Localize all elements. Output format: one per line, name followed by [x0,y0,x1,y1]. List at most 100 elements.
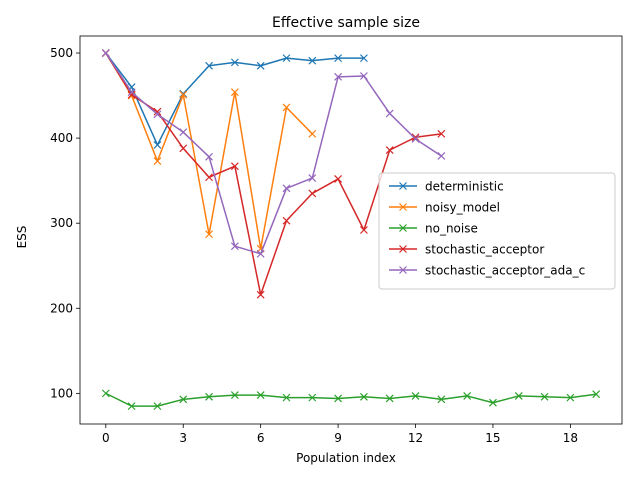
data-point [411,133,420,142]
legend-label: deterministic [425,180,504,194]
data-point [463,391,472,400]
data-point [205,173,213,182]
data-point [179,89,188,98]
y-tick-label: 300 [50,216,73,230]
data-point [411,135,420,143]
data-point [205,392,213,401]
data-point [153,110,162,119]
data-point [437,395,446,404]
data-point [359,54,368,63]
x-tick-label: 15 [485,431,500,445]
y-tick-label: 200 [50,301,73,315]
x-tick-label: 6 [257,431,265,445]
legend-item: noisy_model [389,201,500,215]
x-tick-label: 0 [102,431,110,445]
data-point [230,58,239,67]
y-tick-label: 500 [50,46,73,60]
data-point [592,390,601,399]
data-point [282,184,291,193]
data-point [566,393,575,402]
data-point [205,230,213,239]
series-line-no_noise [105,392,597,407]
data-point [256,290,265,299]
legend-item: no_noise [389,222,478,236]
x-axis-label: Population index [296,451,396,465]
legend-marker [399,245,407,253]
x-tick-label: 18 [563,431,578,445]
data-point [205,152,213,161]
data-point [385,146,394,154]
data-point [437,129,446,138]
data-point [256,249,265,258]
data-point [514,391,523,400]
data-point [256,61,265,70]
data-point [359,226,368,234]
data-point [385,109,394,118]
x-tick-label: 3 [179,431,187,445]
x-tick-label: 9 [334,431,342,445]
legend-marker [399,266,407,274]
legend-marker [399,224,407,232]
data-point [359,72,368,80]
y-axis-label: ESS [15,226,29,249]
data-point [153,157,162,166]
y-tick-label: 400 [50,131,73,145]
data-point [230,88,239,97]
data-point [282,103,291,112]
data-point [101,49,110,57]
data-point [308,174,317,183]
data-point [179,128,188,137]
data-point [308,129,317,138]
data-point [282,393,291,402]
data-point [127,402,136,411]
data-point [153,107,162,116]
data-point [179,395,188,404]
series-line-stochastic_acceptor_ada_c [105,52,442,255]
data-point [308,189,317,198]
legend-label: stochastic_acceptor [425,243,544,257]
data-point [308,393,317,402]
legend-marker [399,203,407,211]
legend-item: stochastic_acceptor_ada_c [389,264,585,278]
legend-box [378,172,616,290]
data-point [256,391,265,399]
data-point [153,140,162,149]
data-point [437,152,446,160]
chart-title: Effective sample size [272,15,420,31]
series-stochastic_acceptor_ada_c [101,49,446,258]
data-point [153,402,162,411]
axes-layer: 0 3 6 9 12 15 18 100 200 300 400 500 [50,35,623,445]
data-point [359,392,368,401]
data-point [127,90,136,99]
data-point [205,61,213,70]
legend-marker [399,182,407,190]
data-point [101,389,110,398]
data-point [127,88,136,97]
legend: deterministic noisy_model no_noise stochast… [378,172,616,290]
data-point [489,398,497,407]
legend-item: deterministic [389,180,504,194]
data-point [334,394,343,403]
data-point [282,216,291,225]
data-point [385,394,394,403]
series-layer [101,49,601,411]
data-point [334,175,343,183]
x-tick-label: 12 [408,431,423,445]
data-point [334,54,343,63]
data-point [179,90,188,99]
legend-label: stochastic_acceptor_ada_c [425,264,585,278]
data-point [230,162,239,171]
data-point [179,144,188,153]
legend-label: noisy_model [425,201,500,215]
plot-frame [79,35,623,425]
data-point [230,391,239,399]
y-tick-label: 100 [50,386,73,400]
legend-item: stochastic_acceptor [389,243,544,257]
data-point [334,72,343,81]
data-point [411,391,420,400]
data-point [308,56,317,65]
data-point [230,242,239,251]
legend-label: no_noise [425,222,478,236]
data-point [540,392,549,401]
